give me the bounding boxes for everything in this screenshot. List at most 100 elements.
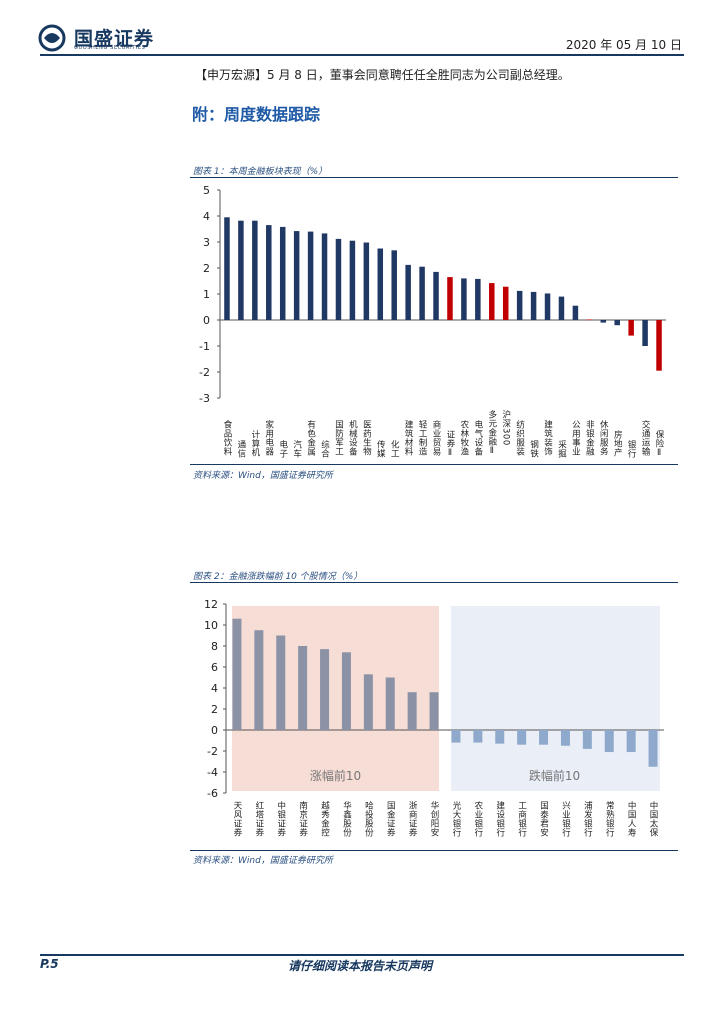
- y-tick-label: -2: [207, 745, 218, 758]
- bar: [600, 320, 607, 323]
- figure2-bottom-rule: [190, 850, 678, 851]
- y-tick-label: 2: [211, 703, 218, 716]
- bar: [377, 248, 384, 320]
- x-tick-label: 红塔证券: [254, 800, 264, 837]
- x-tick-label: 综合: [320, 439, 330, 458]
- y-tick-label: 3: [203, 236, 210, 249]
- y-tick-label: 0: [211, 724, 218, 737]
- bar: [349, 240, 356, 320]
- bar: [266, 225, 272, 320]
- x-tick-label: 光大银行: [451, 800, 461, 837]
- bar: [385, 677, 395, 730]
- bar: [626, 730, 636, 753]
- bar: [539, 730, 549, 745]
- y-tick-label: -3: [199, 392, 210, 405]
- x-tick-label: 农林牧渔: [459, 419, 469, 456]
- x-tick-label: 钢铁: [529, 439, 539, 458]
- y-tick-label: 0: [203, 314, 210, 327]
- bar: [335, 238, 342, 320]
- bar: [544, 293, 551, 320]
- x-tick-label: 工商银行: [517, 801, 527, 837]
- x-tick-label: 华创阳安: [429, 800, 439, 837]
- bar: [447, 277, 453, 320]
- y-tick-label: 2: [203, 262, 210, 275]
- bar: [419, 266, 425, 320]
- brand-subtitle: GUOSHENG SECURITIES: [74, 45, 146, 51]
- x-tick-label: 汽车: [292, 439, 302, 458]
- footer-divider: [40, 954, 684, 956]
- x-tick-label: 多元金融Ⅱ: [487, 409, 497, 456]
- x-tick-label: 沪深300: [501, 409, 511, 445]
- news-bracket-close: 】: [255, 68, 268, 82]
- x-tick-label: 中国太保: [648, 800, 658, 837]
- bar: [502, 286, 509, 320]
- bar: [586, 319, 593, 321]
- footer-disclaimer: 请仔细阅读本报告末页声明: [288, 959, 433, 973]
- bar: [656, 320, 662, 371]
- bar: [307, 231, 314, 320]
- bar: [254, 630, 264, 730]
- bar: [475, 278, 481, 320]
- figure1-bottom-rule: [190, 464, 678, 465]
- x-tick-label: 天风证券: [232, 801, 242, 837]
- y-tick-label: -4: [207, 766, 218, 779]
- x-tick-label: 非银金融: [584, 419, 594, 456]
- x-tick-label: 建筑装饰: [543, 419, 553, 456]
- bar: [558, 296, 565, 320]
- bar: [407, 692, 417, 730]
- x-tick-label: 农业银行: [473, 800, 483, 837]
- bar: [572, 305, 579, 320]
- y-tick-label: 10: [204, 619, 218, 632]
- up-group-label: 涨幅前10: [310, 768, 361, 783]
- header-divider: [40, 54, 684, 56]
- x-tick-label: 银行: [626, 439, 636, 458]
- figure1-title: 图表 1：本周金融板块表现（%）: [193, 167, 328, 177]
- bar: [614, 320, 620, 326]
- bar: [648, 730, 658, 767]
- figure2-source: 资料来源：Wind，国盛证券研究所: [193, 856, 333, 866]
- x-tick-label: 房地产: [612, 429, 622, 457]
- bar: [530, 291, 537, 320]
- x-tick-label: 公用事业: [570, 420, 580, 456]
- bar: [341, 652, 351, 730]
- figure2-title: 图表 2：金融涨跌幅前 10 个股情况（%）: [193, 572, 363, 582]
- figure2-top-rule: [190, 582, 678, 583]
- x-tick-label: 南京证券: [298, 800, 308, 837]
- y-tick-label: -6: [207, 787, 218, 800]
- y-tick-label: 6: [211, 661, 218, 674]
- up-group-background: [232, 606, 439, 791]
- x-tick-label: 越秀金控: [320, 800, 330, 837]
- bar: [516, 290, 523, 320]
- bar: [405, 264, 411, 320]
- y-tick-label: 4: [211, 682, 218, 695]
- section-title: 附：周度数据跟踪: [192, 105, 321, 124]
- x-tick-label: 机械设备: [347, 419, 357, 456]
- figure1-source: 资料来源：Wind，国盛证券研究所: [193, 471, 333, 481]
- bar: [363, 674, 373, 730]
- x-tick-label: 交通运输: [640, 419, 650, 456]
- x-tick-label: 轻工制造: [417, 419, 427, 456]
- news-text: 5 月 8 日，董事会同意聘任任全胜同志为公司副总经理。: [267, 68, 570, 82]
- bar: [363, 242, 370, 320]
- figure1-top-rule: [190, 177, 678, 178]
- bar: [279, 226, 286, 320]
- x-tick-label: 食品饮料: [222, 419, 232, 456]
- page-number: P.5: [40, 957, 59, 971]
- x-tick-label: 兴业银行: [560, 801, 570, 837]
- x-tick-label: 国防军工: [333, 420, 343, 456]
- bar: [252, 220, 258, 320]
- news-bracket-open: 【: [195, 68, 208, 82]
- x-tick-label: 计算机: [250, 429, 260, 457]
- x-tick-label: 电子: [278, 439, 288, 458]
- news-item: 【申万宏源】5 月 8 日，董事会同意聘任任全胜同志为公司副总经理。: [195, 66, 570, 83]
- x-tick-label: 建设银行: [495, 800, 505, 837]
- x-tick-label: 常熟银行: [604, 800, 614, 837]
- x-tick-label: 电气设备: [473, 419, 483, 456]
- y-tick-label: 1: [203, 288, 210, 301]
- bar: [320, 649, 330, 730]
- y-tick-label: -2: [199, 366, 210, 379]
- x-tick-label: 采掘: [556, 439, 566, 458]
- x-tick-label: 医药生物: [361, 420, 371, 456]
- x-tick-label: 建筑材料: [403, 419, 413, 456]
